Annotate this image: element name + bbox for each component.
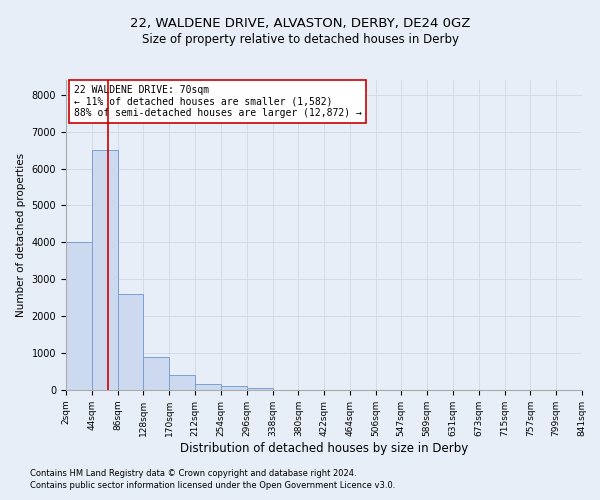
Bar — [247, 388, 272, 390]
Bar — [195, 384, 221, 390]
Text: Size of property relative to detached houses in Derby: Size of property relative to detached ho… — [142, 32, 458, 46]
Bar — [118, 294, 143, 390]
Text: Contains public sector information licensed under the Open Government Licence v3: Contains public sector information licen… — [30, 481, 395, 490]
Text: 22 WALDENE DRIVE: 70sqm
← 11% of detached houses are smaller (1,582)
88% of semi: 22 WALDENE DRIVE: 70sqm ← 11% of detache… — [74, 84, 362, 118]
X-axis label: Distribution of detached houses by size in Derby: Distribution of detached houses by size … — [180, 442, 468, 454]
Bar — [143, 357, 169, 390]
Y-axis label: Number of detached properties: Number of detached properties — [16, 153, 26, 317]
Bar — [92, 150, 118, 390]
Text: 22, WALDENE DRIVE, ALVASTON, DERBY, DE24 0GZ: 22, WALDENE DRIVE, ALVASTON, DERBY, DE24… — [130, 18, 470, 30]
Bar — [66, 242, 92, 390]
Text: Contains HM Land Registry data © Crown copyright and database right 2024.: Contains HM Land Registry data © Crown c… — [30, 468, 356, 477]
Bar — [169, 375, 195, 390]
Bar — [221, 386, 247, 390]
